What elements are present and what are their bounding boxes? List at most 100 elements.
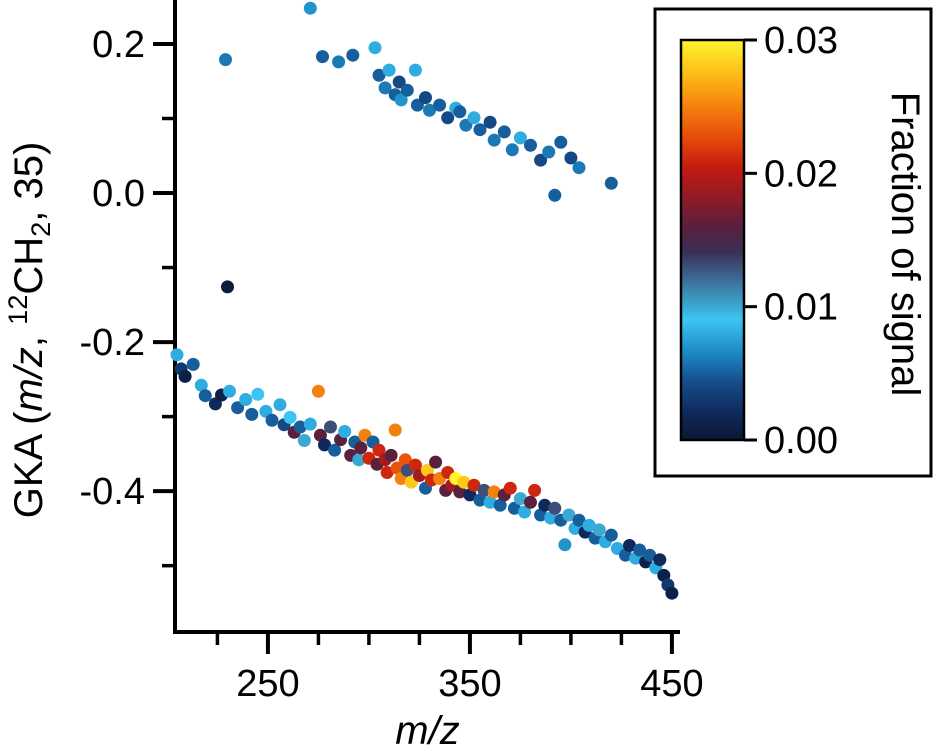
y-tick-label: 0.0 bbox=[92, 173, 145, 215]
colorbar-gradient bbox=[679, 38, 746, 442]
data-point bbox=[313, 428, 327, 442]
data-point bbox=[303, 417, 317, 431]
data-point bbox=[429, 455, 443, 469]
data-point bbox=[398, 453, 412, 467]
data-point bbox=[311, 384, 325, 398]
labels-layer: m/z GKA (m/z, 12CH2, 35) bbox=[2, 142, 460, 753]
data-point bbox=[170, 348, 184, 362]
data-point bbox=[497, 125, 511, 139]
data-point bbox=[513, 131, 527, 145]
colorbar-tick-label: 0.03 bbox=[764, 20, 838, 62]
data-point bbox=[477, 483, 491, 497]
data-point bbox=[316, 50, 329, 64]
colorbar-tick-label: 0.02 bbox=[764, 153, 838, 195]
data-point bbox=[542, 145, 556, 159]
x-axis-title: m/z bbox=[395, 709, 459, 753]
data-point bbox=[239, 393, 253, 406]
data-point bbox=[453, 485, 467, 499]
data-point bbox=[572, 161, 586, 175]
data-point bbox=[524, 495, 537, 509]
data-point bbox=[408, 458, 422, 472]
y-axis-title: GKA (m/z, 12CH2, 35) bbox=[2, 142, 56, 519]
data-point bbox=[352, 453, 366, 467]
data-point bbox=[665, 586, 679, 600]
data-point bbox=[368, 41, 382, 55]
data-point bbox=[483, 495, 497, 509]
colorbar-tick-label: 0.00 bbox=[764, 420, 838, 462]
data-point bbox=[382, 63, 396, 77]
data-point bbox=[354, 441, 368, 455]
data-point bbox=[493, 498, 507, 512]
points-layer bbox=[170, 1, 679, 600]
data-point bbox=[372, 443, 386, 457]
data-point bbox=[544, 511, 558, 525]
data-point bbox=[503, 481, 517, 495]
data-point bbox=[283, 410, 297, 424]
x-tick-label: 450 bbox=[640, 663, 703, 705]
data-point bbox=[487, 133, 501, 147]
data-point bbox=[467, 478, 481, 492]
data-point bbox=[332, 55, 346, 69]
data-point bbox=[318, 438, 331, 452]
data-point bbox=[558, 538, 572, 552]
data-point bbox=[604, 528, 618, 542]
data-point bbox=[338, 425, 352, 438]
data-point bbox=[245, 407, 259, 421]
data-point bbox=[293, 420, 307, 434]
data-point bbox=[487, 485, 501, 499]
data-point bbox=[592, 523, 606, 537]
data-point bbox=[524, 138, 537, 152]
data-point bbox=[324, 420, 337, 434]
data-point bbox=[467, 111, 481, 125]
data-point bbox=[453, 105, 467, 119]
data-point bbox=[251, 387, 265, 401]
data-point bbox=[534, 153, 548, 167]
data-point bbox=[528, 483, 542, 497]
data-point bbox=[303, 1, 317, 15]
data-point bbox=[423, 103, 436, 117]
data-point bbox=[562, 508, 576, 522]
colorbar: Fraction of signal 0.00 0.01 0.02 0.03 bbox=[653, 7, 933, 478]
y-tick-label: -0.4 bbox=[80, 471, 145, 513]
data-point bbox=[198, 389, 212, 403]
data-point bbox=[548, 188, 562, 202]
y-tick-label: -0.2 bbox=[80, 322, 145, 364]
data-point bbox=[388, 423, 402, 437]
data-point bbox=[380, 466, 394, 479]
data-point bbox=[408, 63, 422, 77]
data-point bbox=[390, 461, 404, 475]
x-tick-label: 350 bbox=[438, 663, 501, 705]
data-point bbox=[643, 548, 657, 562]
data-point bbox=[265, 413, 279, 427]
axes-layer: 250 350 450 0.2 0.0 -0.2 -0.4 bbox=[80, 0, 704, 705]
data-point bbox=[582, 518, 596, 532]
data-point bbox=[273, 398, 287, 412]
y-tick-label: 0.2 bbox=[92, 24, 145, 66]
axis-lines bbox=[173, 0, 680, 634]
data-point bbox=[653, 553, 667, 567]
data-point bbox=[419, 91, 432, 105]
data-point bbox=[554, 135, 568, 149]
data-point bbox=[178, 369, 192, 383]
colorbar-title: Fraction of signal bbox=[883, 92, 927, 397]
data-point bbox=[231, 401, 245, 415]
data-point bbox=[384, 448, 398, 462]
data-point bbox=[441, 111, 455, 125]
data-point bbox=[483, 115, 497, 129]
data-point bbox=[538, 498, 552, 512]
data-point bbox=[328, 443, 342, 457]
data-point bbox=[623, 539, 636, 552]
data-point bbox=[473, 493, 487, 507]
data-point bbox=[505, 143, 519, 157]
data-point bbox=[378, 81, 392, 95]
data-point bbox=[394, 93, 408, 107]
data-point bbox=[297, 434, 311, 447]
x-tick-label: 250 bbox=[236, 663, 299, 705]
data-point bbox=[433, 98, 447, 112]
data-point bbox=[372, 68, 386, 82]
data-point bbox=[507, 501, 521, 515]
data-point bbox=[548, 501, 562, 515]
data-point bbox=[473, 123, 487, 137]
